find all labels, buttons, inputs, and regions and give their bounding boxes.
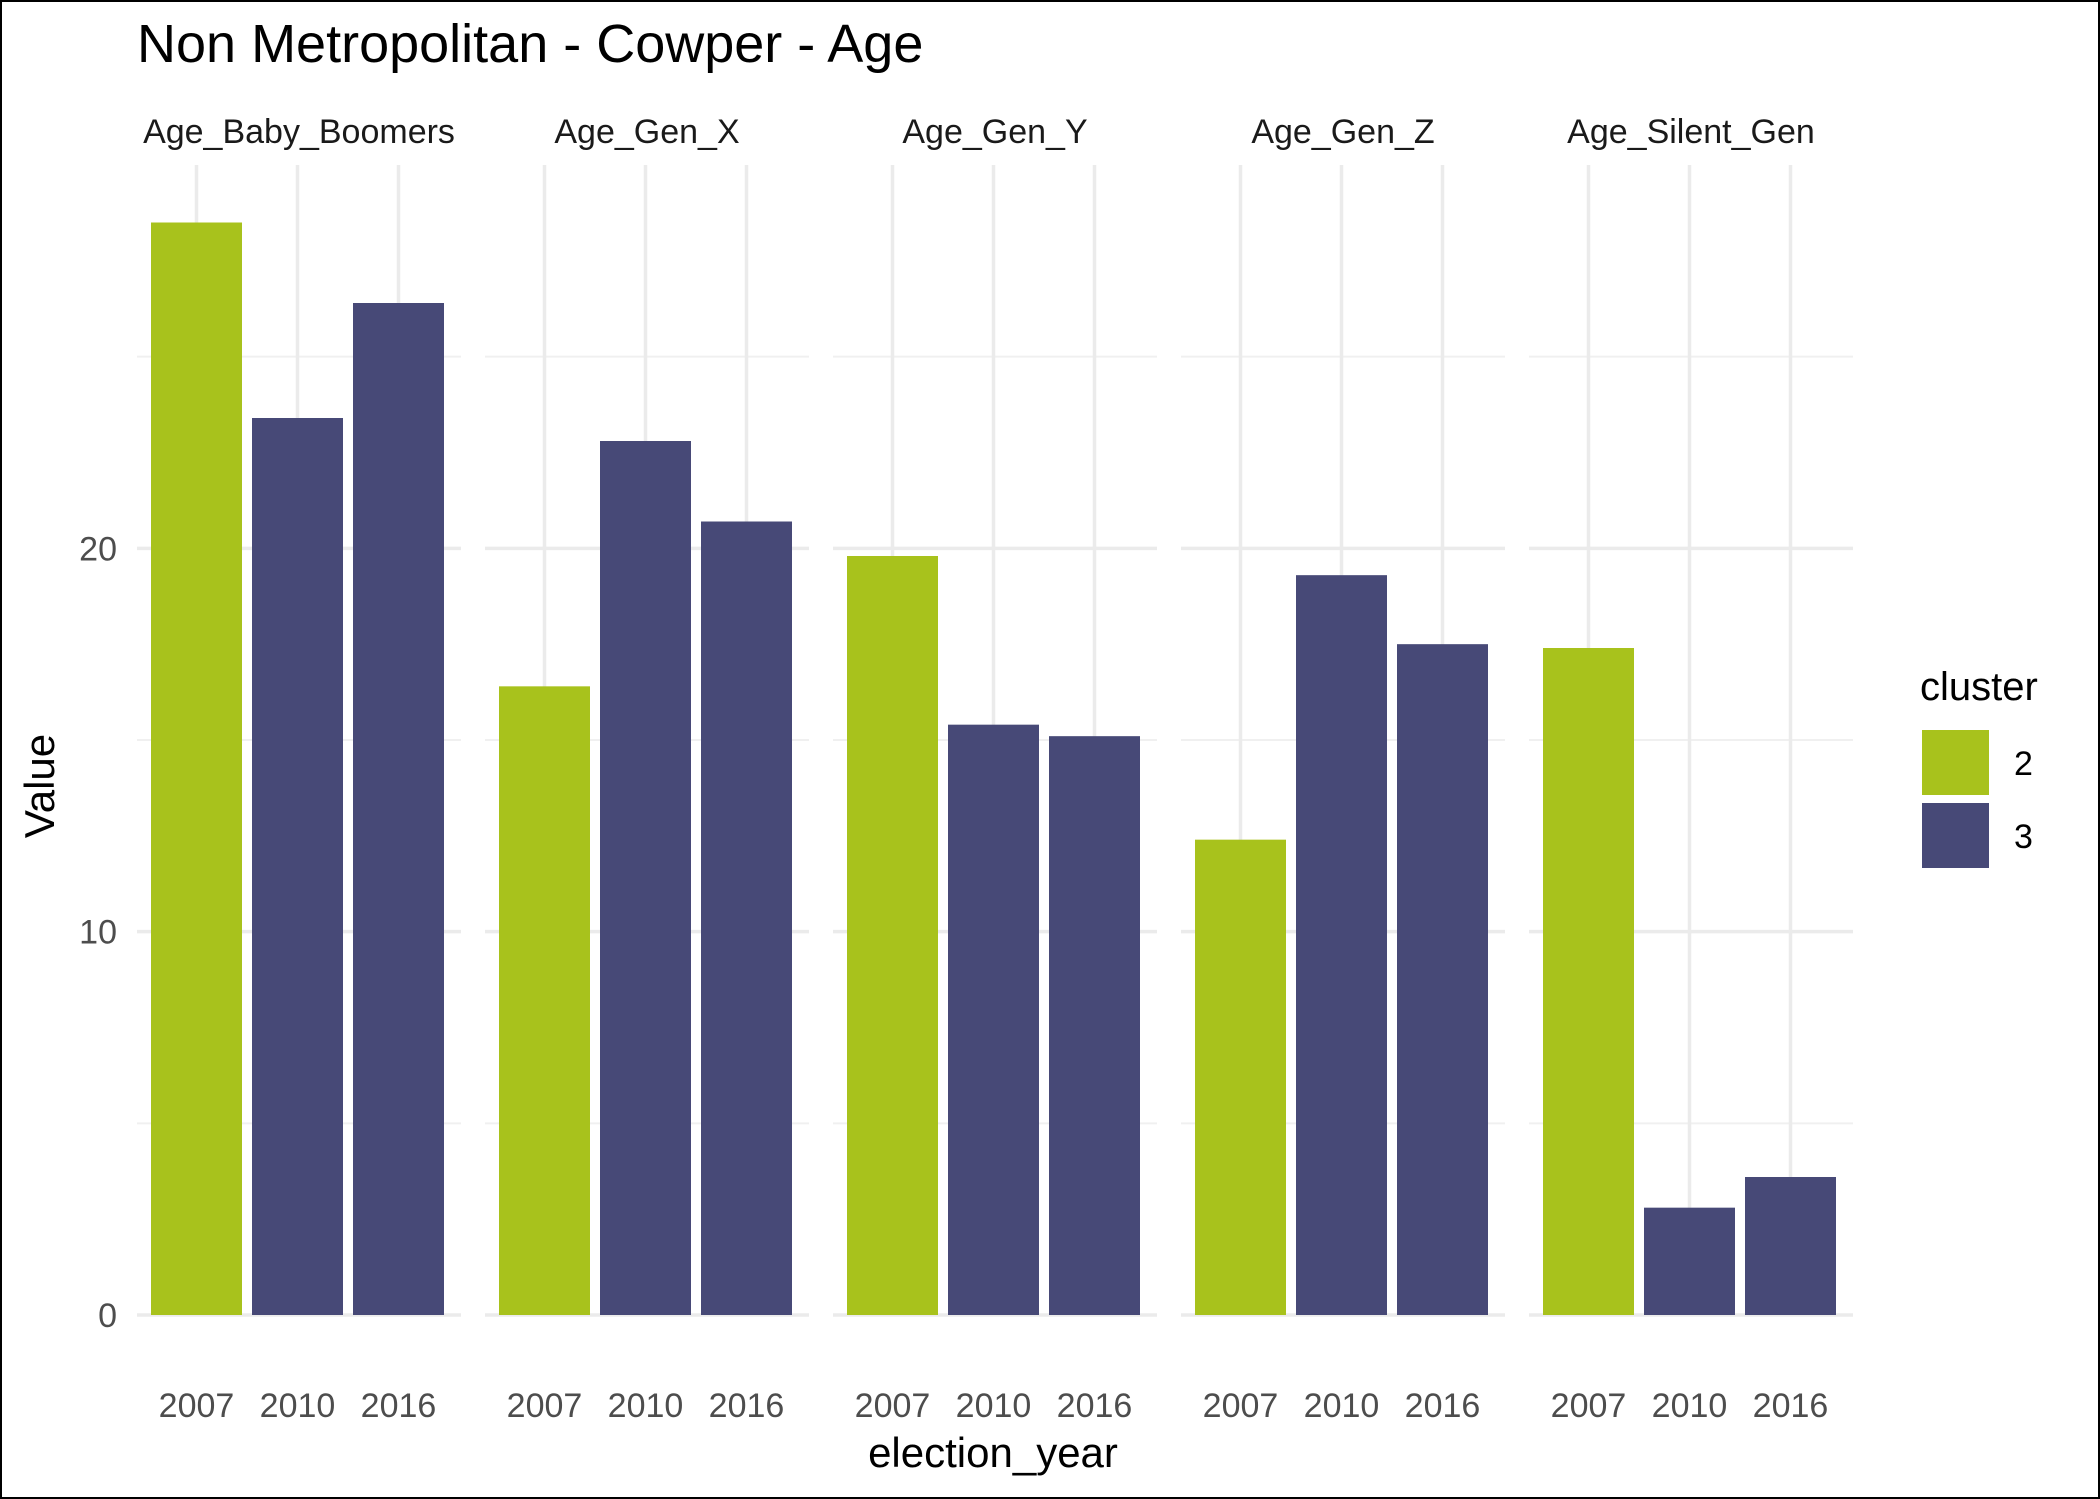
- facet-label: Age_Gen_Y: [902, 113, 1087, 151]
- bar-age-gen-z-2016: [1397, 644, 1488, 1315]
- legend-label-2: 2: [2014, 745, 2033, 783]
- legend: cluster 2 3: [1920, 665, 2038, 868]
- bar-age-gen-x-2007: [499, 686, 590, 1315]
- facet-label: Age_Silent_Gen: [1567, 113, 1815, 151]
- bar-age-baby-boomers-2007: [151, 222, 242, 1315]
- x-tick-label: 2016: [1057, 1387, 1133, 1425]
- bar-age-gen-x-2016: [701, 521, 792, 1315]
- legend-title: cluster: [1920, 665, 2038, 709]
- y-tick-label: 20: [79, 530, 117, 568]
- x-tick-label: 2010: [1652, 1387, 1728, 1425]
- facet-label: Age_Gen_Z: [1251, 113, 1434, 151]
- bar-age-gen-z-2007: [1195, 839, 1286, 1315]
- x-tick-label: 2010: [1304, 1387, 1380, 1425]
- facet-label: Age_Gen_X: [554, 113, 739, 151]
- x-tick-label: 2007: [855, 1387, 931, 1425]
- bar-age-gen-x-2010: [600, 441, 691, 1315]
- legend-label-3: 3: [2014, 818, 2033, 856]
- y-tick-label: 0: [98, 1297, 117, 1335]
- facet-panel: Age_Gen_Z 2007 2010 2016: [1181, 113, 1505, 1425]
- x-tick-label: 2007: [1551, 1387, 1627, 1425]
- x-tick-label: 2016: [1753, 1387, 1829, 1425]
- facet-panels: Age_Baby_Boomers 2007 2010 2016 Age_Gen_X 200…: [137, 113, 1853, 1425]
- facet-panel: Age_Gen_X 2007 2010 2016: [485, 113, 809, 1425]
- legend-swatch-2: [1922, 730, 1989, 795]
- facet-panel: Age_Gen_Y 2007 2010 2016: [833, 113, 1157, 1425]
- x-tick-label: 2007: [1203, 1387, 1279, 1425]
- x-tick-label: 2007: [159, 1387, 235, 1425]
- y-axis: 0 10 20: [79, 530, 117, 1335]
- x-tick-label: 2010: [260, 1387, 336, 1425]
- legend-swatch-3: [1922, 803, 1989, 868]
- bar-age-baby-boomers-2010: [252, 418, 343, 1315]
- chart-title: Non Metropolitan - Cowper - Age: [137, 14, 923, 74]
- bar-age-silent-gen-2010: [1644, 1207, 1735, 1315]
- bar-age-silent-gen-2007: [1543, 648, 1634, 1315]
- facet-panel: Age_Silent_Gen 2007 2010 2016: [1529, 113, 1853, 1425]
- x-tick-label: 2007: [507, 1387, 583, 1425]
- x-tick-label: 2010: [956, 1387, 1032, 1425]
- facet-label: Age_Baby_Boomers: [143, 113, 455, 151]
- bar-age-gen-y-2007: [847, 556, 938, 1315]
- bar-age-gen-y-2016: [1049, 736, 1140, 1315]
- y-tick-label: 10: [79, 914, 117, 952]
- x-axis-title: election_year: [868, 1429, 1118, 1476]
- bar-age-gen-z-2010: [1296, 575, 1387, 1315]
- bar-age-gen-y-2010: [948, 724, 1039, 1315]
- y-axis-title: Value: [16, 734, 63, 838]
- x-tick-label: 2010: [608, 1387, 684, 1425]
- x-tick-label: 2016: [709, 1387, 785, 1425]
- x-tick-label: 2016: [361, 1387, 437, 1425]
- bar-age-silent-gen-2016: [1745, 1177, 1836, 1315]
- bar-age-baby-boomers-2016: [353, 303, 444, 1315]
- x-tick-label: 2016: [1405, 1387, 1481, 1425]
- facet-panel: Age_Baby_Boomers 2007 2010 2016: [137, 113, 461, 1425]
